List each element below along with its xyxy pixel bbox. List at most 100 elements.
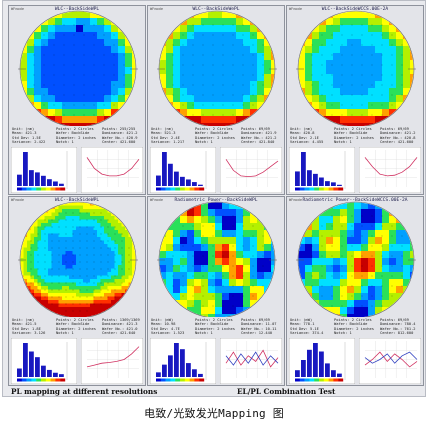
stat-line: Diameter: 2 inches — [195, 135, 235, 140]
map-statistics: Unit: (mW) Mean: 778.1 Std Dev: 5.1E Varian… — [290, 318, 421, 336]
stat-line: Wafer No.: 761.2 — [380, 326, 416, 331]
profile-plot — [81, 338, 143, 384]
histogram-bar — [156, 175, 161, 186]
histogram-bar — [313, 173, 318, 186]
stat-line: Unit: (mW) — [151, 318, 174, 322]
stat-line: Unit: (nm) — [290, 127, 313, 131]
profile-plot — [81, 147, 143, 193]
histogram-bar — [180, 176, 185, 186]
stat-line: Wafer No.: 420.8 — [380, 135, 416, 140]
histogram — [289, 147, 355, 193]
wafer-map — [296, 10, 416, 126]
histogram-bar — [295, 171, 300, 186]
histogram-bar — [59, 374, 64, 377]
stat-line: Points: 2 Circles — [56, 318, 94, 322]
histogram-bar — [301, 152, 306, 186]
histogram-bar — [17, 174, 22, 186]
stat-line: Std Dev: 1.8E — [12, 326, 41, 331]
stat-line: Points: 69/69 — [380, 318, 409, 322]
stat-line: Diameter: 2 inches — [56, 135, 96, 140]
stat-line: Points: 1369/1369 — [102, 318, 140, 322]
histogram — [150, 338, 216, 384]
stat-line: Dominance: 780.4 — [380, 322, 416, 327]
histogram-bar — [313, 343, 318, 377]
histogram-bar — [198, 184, 203, 186]
stat-line: Notch: 1 — [56, 140, 74, 145]
stat-line: Variance: 4.455 — [290, 140, 324, 145]
stat-line: Wafer: BackSide — [56, 322, 90, 327]
histogram — [11, 338, 77, 384]
profile-plot — [359, 147, 421, 193]
stat-line: Dominance: 11.07 — [241, 322, 277, 327]
stat-line: Center: 12.440 — [241, 331, 273, 336]
histogram-bar — [307, 170, 312, 186]
map-panel-wlc-wpl-high-res: WLC--BackSideWPL WFmode Unit: (nm) Mean: 42… — [8, 196, 146, 386]
map-title: Radiometric Power--BackSideWPL — [174, 198, 258, 203]
stat-line: Mean: 778.1 — [290, 322, 315, 327]
stat-line: Variance: 2.422 — [12, 140, 46, 145]
map-title: WLC--BackSideWPL — [54, 198, 100, 203]
map-panel-wlc-wepl: WLC--BackSideWePL WFmode Unit: (nm) Mean: 5… — [147, 5, 285, 195]
histogram-bar — [337, 373, 342, 377]
profile-plot — [220, 147, 282, 193]
histogram-bar — [174, 171, 179, 186]
stat-line: Variance: 3.126 — [12, 331, 46, 336]
histogram — [11, 147, 77, 193]
map-statistics: Unit: (mW) Mean: 10.98 Std Dev: 4.7E Varian… — [151, 318, 282, 336]
stat-line: Center: 421.600 — [380, 140, 414, 145]
histogram-bar — [307, 349, 312, 377]
histogram-bar — [29, 170, 34, 186]
profile-line — [364, 351, 418, 368]
map-mode-label: WFmode — [11, 198, 24, 202]
histogram-bar — [59, 183, 64, 186]
stat-line: Wafer No.: 421.0 — [102, 326, 138, 331]
map-panel-wlc-wccs: WLC--BackSideWCCS.00E-2A WFmode Unit: (nm)… — [286, 5, 424, 195]
histogram-bar — [168, 163, 173, 186]
stat-line: Diameter: 2 inches — [334, 135, 374, 140]
profile-line — [225, 159, 279, 178]
map-panel-wlc-wpl-low-res: WLC--BackSideWPL WFmode Unit: (nm) Mean: 42… — [8, 5, 146, 195]
histogram-bar — [17, 368, 22, 377]
map-panel-radiometric-wccs: Radiometric Power--BackSideWCCS.00E-2A WF… — [286, 196, 424, 386]
profile-line — [225, 349, 279, 368]
stat-line: Std Dev: 5.1E — [290, 326, 319, 331]
wafer-map — [18, 201, 138, 317]
stat-line: Points: 2 Circles — [195, 127, 233, 131]
stat-line: Points: 2 Circles — [334, 127, 372, 131]
histogram-bar — [180, 349, 185, 377]
stat-line: Std Dev: 4.7E — [151, 326, 180, 331]
histogram-bar — [41, 175, 46, 186]
histogram-bar — [35, 357, 40, 377]
stat-line: Points: 69/69 — [241, 127, 270, 131]
stat-line: Variance: 1.523 — [151, 331, 185, 336]
histogram-bar — [23, 152, 28, 186]
histogram — [150, 147, 216, 193]
stat-line: Points: 69/69 — [241, 318, 270, 322]
stat-line: Notch: 1 — [334, 331, 352, 336]
map-title: WLC--BackSideWCCS.00E-2A — [321, 7, 389, 12]
profile-plot — [359, 338, 421, 384]
histogram-bar — [295, 370, 300, 377]
map-mode-label: WFmode — [150, 7, 163, 11]
caption-pl-mapping: PL mapping at different resolutions — [11, 387, 158, 396]
stat-line: Mean: 421.3 — [12, 131, 37, 136]
stat-line: Center: 421.640 — [102, 331, 136, 336]
stat-line: Wafer No.: 420.9 — [102, 135, 138, 140]
map-title: WLC--BackSideWPL — [54, 7, 100, 12]
histogram-bar — [41, 365, 46, 377]
map-title: Radiometric Power--BackSideWCCS.00E-2A — [302, 198, 408, 203]
histogram-bar — [174, 343, 179, 377]
stat-line: Notch: 1 — [195, 140, 213, 145]
stat-line: Mean: 10.98 — [151, 322, 176, 327]
map-panel-radiometric-wpl: Radiometric Power--BackSideWPL WFmode Unit… — [147, 196, 285, 386]
stat-line: Wafer: BackSide — [334, 131, 368, 136]
stat-line: Diameter: 2 inches — [334, 326, 374, 331]
stat-line: Center: 812.600 — [380, 331, 414, 336]
stat-line: Unit: (mW) — [290, 318, 313, 322]
map-statistics: Unit: (nm) Mean: 420.8 Std Dev: 2.1E Varian… — [290, 127, 421, 145]
stat-line: Mean: 421.5 — [12, 322, 37, 327]
stat-line: Notch: 1 — [334, 140, 352, 145]
histogram-bar — [47, 179, 52, 186]
stat-line: Dominance: 421.2 — [102, 131, 138, 136]
stat-line: Center: 421.840 — [241, 140, 275, 145]
